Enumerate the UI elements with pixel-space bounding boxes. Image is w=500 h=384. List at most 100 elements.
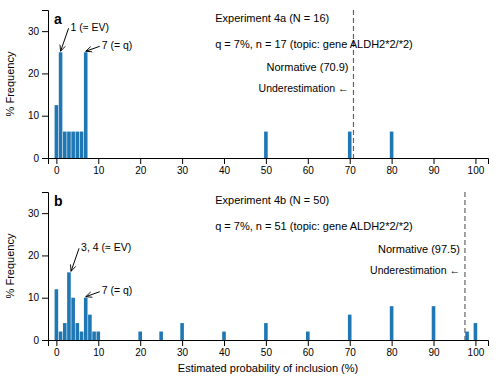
y-tick-mark [42,340,48,341]
x-tick: 30 [177,340,189,358]
x-tick: 40 [219,340,231,358]
y-axis-title: % Frequency [4,233,16,298]
y-tick-mark [42,298,48,299]
bar [264,132,268,158]
x-tick-mark [56,340,57,346]
x-tick-label: 40 [219,347,231,358]
x-tick: 100 [468,340,485,358]
x-tick-label: 40 [219,165,231,176]
y-axis: 0102030 [28,11,49,164]
reference-label: Normative (97.5) [378,243,460,255]
x-tick-label: 30 [177,165,189,176]
x-tick-label: 0 [54,165,60,176]
texts: aExperiment 4a (N = 16)q = 7%, n = 17 (t… [4,11,413,116]
x-tick-label: 0 [54,347,60,358]
y-tick-label: 0 [33,335,39,346]
bar [390,132,394,158]
x-axis: 0102030405060708090100 [49,158,489,176]
x-tick-label: 10 [93,347,105,358]
x-tick: 60 [303,340,315,358]
annotation-arrow [61,28,69,51]
bar [88,315,92,340]
x-tick-mark [350,158,351,164]
bar [92,332,96,340]
x-tick-mark [475,158,476,164]
x-axis: 0102030405060708090100 [49,340,489,358]
annotation-label: 7 (= q) [102,39,133,51]
plot-area [55,10,394,158]
plot-area [55,192,478,340]
y-tick-label: 20 [28,250,40,261]
panel: 01020304050607080901000102030aExperiment… [4,10,489,176]
x-tick-mark [224,340,225,346]
y-tick-mark [42,255,48,256]
x-tick-mark [434,158,435,164]
x-tick-mark [350,340,351,346]
bar [84,52,88,158]
x-tick: 90 [428,340,440,358]
bar [76,132,80,158]
x-tick: 70 [345,158,357,176]
annotation-label: 1 (≈ EV) [71,21,109,33]
note: Underestimation ← [259,82,349,94]
bar [465,332,469,340]
bar [138,332,142,340]
bar [59,332,63,340]
y-tick-label: 30 [28,26,40,37]
x-tick-label: 80 [387,165,399,176]
x-tick-label: 100 [468,165,485,176]
x-axis-line [49,341,489,347]
x-tick-label: 70 [345,165,357,176]
title: Experiment 4a (N = 16) [215,12,329,24]
x-tick: 100 [468,158,485,176]
chart-svg: 01020304050607080901000102030aExperiment… [0,0,500,384]
y-axis: 0 10 20 30 [28,193,49,346]
y-tick-label: 10 [28,292,40,303]
y-tick: 0 [33,153,48,164]
panel-label: b [54,193,63,209]
bar [67,272,71,340]
bar [67,132,71,158]
bar [159,332,163,340]
reference-label: Normative (70.9) [267,61,349,73]
y-tick-mark [42,31,48,32]
x-tick: 50 [261,158,273,176]
x-tick-mark [392,340,393,346]
bar [306,332,310,340]
y-tick-mark [42,116,48,117]
x-tick: 10 [93,340,105,358]
x-tick-mark [434,340,435,346]
y-tick-mark [42,213,48,214]
x-tick-mark [56,158,57,164]
x-tick-label: 90 [428,165,440,176]
x-tick-mark [392,158,393,164]
chart-container: 01020304050607080901000102030aExperiment… [0,0,500,384]
bar [55,105,59,158]
x-tick-mark [308,158,309,164]
x-tick-mark [140,340,141,346]
x-tick-mark [140,158,141,164]
bar [348,315,352,340]
x-tick-label: 20 [135,347,147,358]
x-tick-mark [266,340,267,346]
x-tick: 90 [428,158,440,176]
y-tick-label: 30 [28,208,40,219]
bar [59,52,63,158]
x-axis-line [49,159,489,165]
x-tick-mark [182,340,183,346]
x-tick-mark [475,340,476,346]
annotation-arrow [86,292,100,297]
panel: 01020304050607080901000102030bExperiment… [4,192,489,374]
subtitle: q = 7%, n = 51 (topic: gene ALDH2*2/*2) [215,220,413,232]
x-tick-label: 60 [303,165,315,176]
bar [71,132,75,158]
x-tick-label: 50 [261,347,273,358]
x-tick-label: 70 [345,347,357,358]
bar [474,323,478,340]
x-tick: 0 [54,158,60,176]
bar [84,298,88,340]
reference-line [353,10,354,158]
subtitle: q = 7%, n = 17 (topic: gene ALDH2*2/*2) [215,38,413,50]
x-tick-mark [182,158,183,164]
bar [80,332,84,340]
